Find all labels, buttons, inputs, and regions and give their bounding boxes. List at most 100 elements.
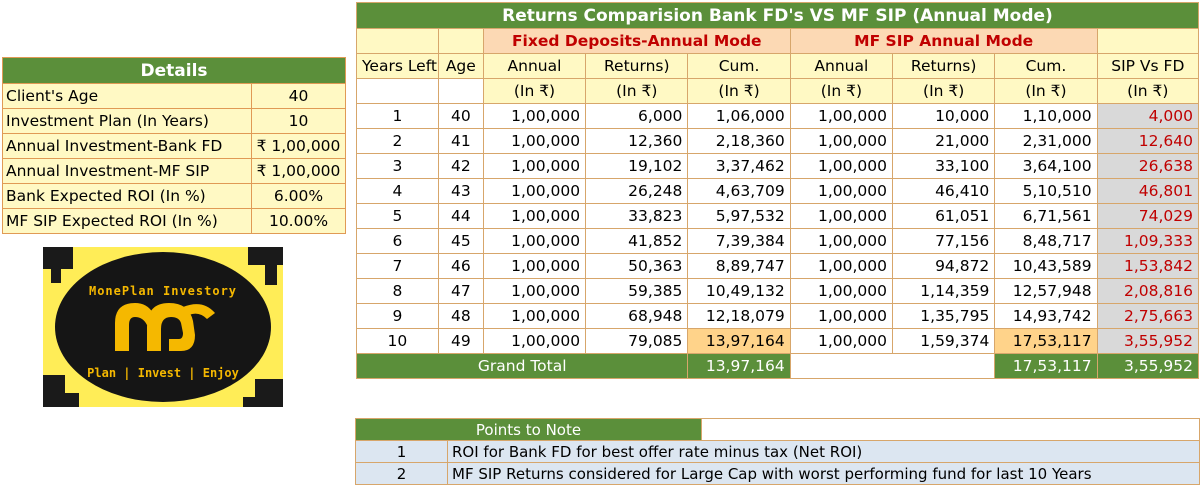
table-cell: 1,00,000 — [789, 303, 894, 329]
moneplan-logo: MonePlan Investory Plan | Invest | Enjoy — [43, 247, 283, 407]
details-value: 6.00% — [250, 183, 347, 209]
table-cell: 1,00,000 — [482, 178, 587, 204]
table-cell: 1,00,000 — [789, 103, 894, 129]
logo-disc — [55, 252, 271, 402]
table-cell: 3 — [356, 153, 439, 179]
grand-total-mf: 17,53,117 — [994, 353, 1098, 379]
column-header-row: Years Left Age Annual Returns) Cum. Annual Ret… — [356, 53, 1200, 79]
note-row: 2 MF SIP Returns considered for Large Cap… — [355, 462, 1200, 485]
table-cell: 4,63,709 — [687, 178, 791, 204]
table-cell: 17,53,117 — [994, 328, 1098, 354]
table-cell: 1,00,000 — [789, 328, 894, 354]
table-cell: 21,000 — [892, 128, 996, 154]
table-cell: 10,000 — [892, 103, 996, 129]
table-cell: 1,06,000 — [687, 103, 791, 129]
column-header: Cum. — [687, 53, 791, 79]
details-value: ₹ 1,00,000 — [250, 158, 347, 184]
table-cell: 3,55,952 — [1096, 328, 1200, 354]
table-cell: 1,00,000 — [789, 178, 894, 204]
table-cell: 1,00,000 — [789, 278, 894, 304]
table-cell: 4,000 — [1096, 103, 1200, 129]
column-header: Years Left — [356, 53, 439, 79]
table-cell: 12,18,079 — [687, 303, 791, 329]
logo-mark-icon — [115, 303, 215, 351]
table-cell: 1,00,000 — [482, 328, 587, 354]
table-cell: 33,100 — [892, 153, 996, 179]
grand-total-row: Grand Total 13,97,164 17,53,117 3,55,952 — [355, 353, 1200, 379]
details-value: 10.00% — [250, 208, 347, 234]
table-cell: 8 — [356, 278, 439, 304]
table-row: 2 41 1,00,000 12,360 2,18,360 1,00,000 21,000 2… — [356, 128, 1200, 154]
table-cell: 1,00,000 — [789, 203, 894, 229]
table-cell: 1,09,333 — [1096, 228, 1200, 254]
column-header: SIP Vs FD — [1096, 53, 1200, 79]
blank-cell — [437, 28, 484, 54]
table-cell: 40 — [437, 103, 484, 129]
table-row: 8 47 1,00,000 59,385 10,49,132 1,00,000 1,14,3… — [356, 278, 1200, 304]
notes-title: Points to Note — [354, 418, 703, 441]
table-row: 5 44 1,00,000 33,823 5,97,532 1,00,000 61,051 6… — [356, 203, 1200, 229]
table-cell: 1,00,000 — [482, 203, 587, 229]
table-row: 6 45 1,00,000 41,852 7,39,384 1,00,000 77,156 8… — [356, 228, 1200, 254]
table-title: Returns Comparision Bank FD's VS MF SIP … — [356, 2, 1199, 29]
unit-header-row: (In ₹) (In ₹) (In ₹) (In ₹) (In ₹) (In ₹) (In … — [356, 78, 1200, 104]
blank-cell — [1096, 28, 1200, 54]
table-cell: 12,360 — [585, 128, 689, 154]
mf-group-header: MF SIP Annual Mode — [789, 28, 1098, 54]
table-cell: 6,71,561 — [994, 203, 1098, 229]
unit-header: (In ₹) — [687, 78, 791, 104]
note-number: 2 — [355, 462, 448, 485]
table-cell: 1,00,000 — [789, 153, 894, 179]
table-cell: 68,948 — [585, 303, 689, 329]
table-cell: 47 — [437, 278, 484, 304]
logo-name: MonePlan Investory — [89, 284, 237, 298]
table-row: 1 40 1,00,000 6,000 1,06,000 1,00,000 10,000 1,… — [356, 103, 1200, 129]
table-cell: 1,14,359 — [892, 278, 996, 304]
table-cell: 3,37,462 — [687, 153, 791, 179]
column-header: Annual — [789, 53, 894, 79]
column-header: Annual — [482, 53, 587, 79]
table-cell: 79,085 — [585, 328, 689, 354]
table-cell: 4 — [356, 178, 439, 204]
table-cell: 1,53,842 — [1096, 253, 1200, 279]
table-cell: 50,363 — [585, 253, 689, 279]
unit-header: (In ₹) — [994, 78, 1098, 104]
details-table: Details Client's Age 40 Investment Plan (I… — [1, 57, 347, 234]
details-row: Annual Investment-MF SIP ₹ 1,00,000 — [2, 158, 347, 184]
notes-table: Points to Note 1 ROI for Bank FD for best… — [354, 418, 1200, 485]
table-cell: 74,029 — [1096, 203, 1200, 229]
column-header: Cum. — [994, 53, 1098, 79]
table-cell: 19,102 — [585, 153, 689, 179]
table-cell: 33,823 — [585, 203, 689, 229]
table-cell: 2,31,000 — [994, 128, 1098, 154]
table-cell: 5,97,532 — [687, 203, 791, 229]
table-cell: 5,10,510 — [994, 178, 1098, 204]
fd-group-header: Fixed Deposits-Annual Mode — [482, 28, 791, 54]
details-row: Client's Age 40 — [2, 83, 347, 109]
logo-texture — [43, 247, 283, 407]
table-cell: 6,000 — [585, 103, 689, 129]
column-header: Returns) — [892, 53, 996, 79]
details-label: Annual Investment-MF SIP — [2, 158, 252, 184]
table-cell: 13,97,164 — [687, 328, 791, 354]
table-cell: 10,49,132 — [687, 278, 791, 304]
logo-tagline: Plan | Invest | Enjoy — [87, 366, 239, 380]
table-row: 3 42 1,00,000 19,102 3,37,462 1,00,000 33,100 3… — [356, 153, 1200, 179]
table-cell: 49 — [437, 328, 484, 354]
table-cell: 46 — [437, 253, 484, 279]
blank-cell — [789, 353, 996, 379]
table-cell: 41 — [437, 128, 484, 154]
details-label: Bank Expected ROI (In %) — [2, 183, 252, 209]
blank-cell — [701, 418, 1200, 441]
blank-cell — [356, 28, 439, 54]
table-cell: 1,00,000 — [482, 303, 587, 329]
details-row: Investment Plan (In Years) 10 — [2, 108, 347, 134]
unit-header: (In ₹) — [1096, 78, 1200, 104]
unit-header: (In ₹) — [482, 78, 587, 104]
table-cell: 46,801 — [1096, 178, 1200, 204]
table-cell: 26,638 — [1096, 153, 1200, 179]
note-row: 1 ROI for Bank FD for best offer rate min… — [355, 440, 1200, 463]
table-cell: 10 — [356, 328, 439, 354]
grand-total-diff: 3,55,952 — [1096, 353, 1200, 379]
table-cell: 9 — [356, 303, 439, 329]
